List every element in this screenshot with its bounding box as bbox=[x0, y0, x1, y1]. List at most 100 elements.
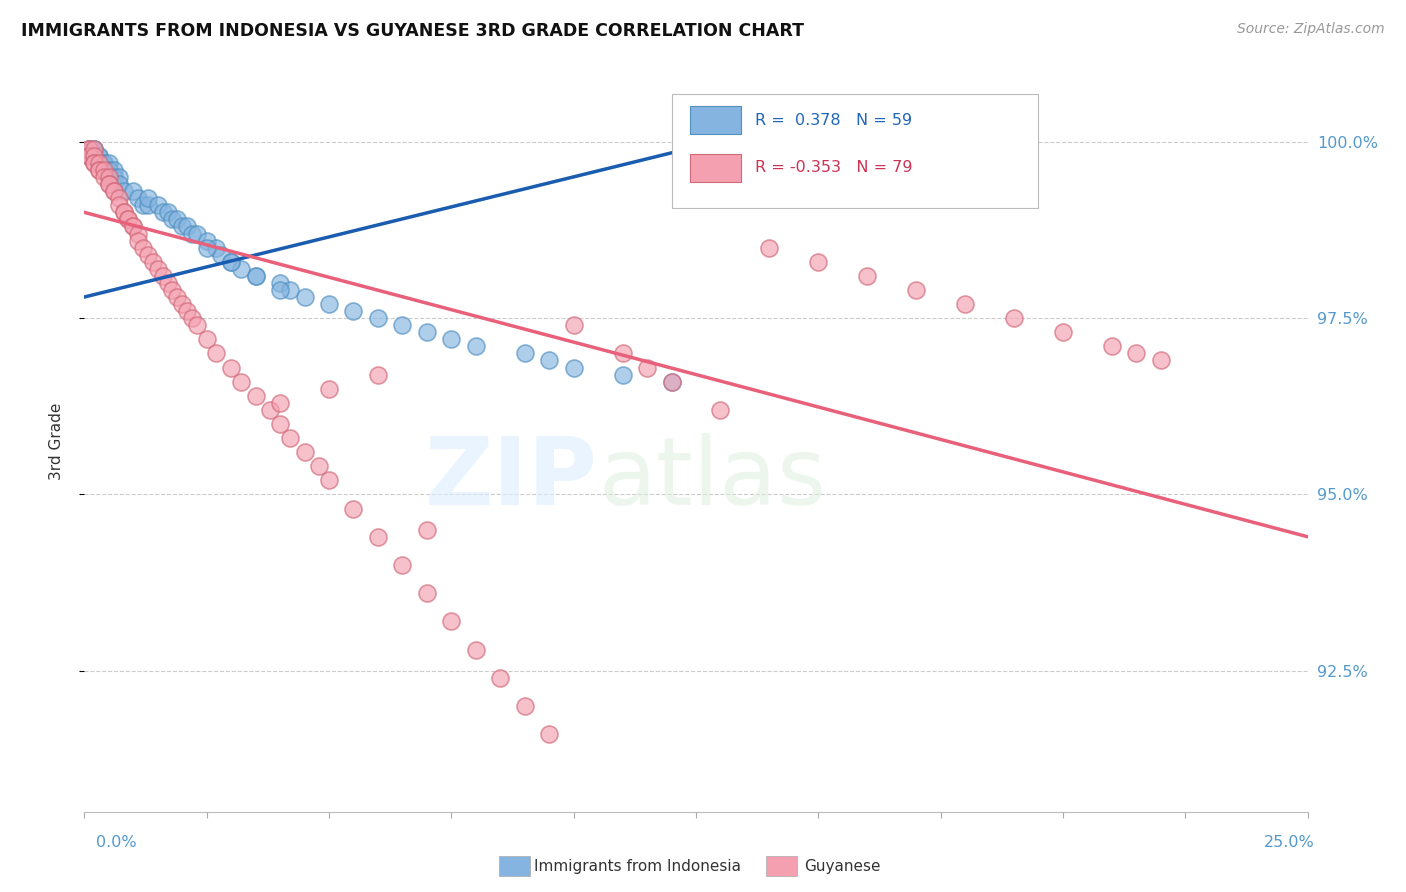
Text: atlas: atlas bbox=[598, 433, 827, 524]
Point bbox=[367, 368, 389, 382]
Point bbox=[152, 268, 174, 283]
Point bbox=[219, 254, 242, 268]
Point bbox=[758, 241, 780, 255]
Point bbox=[205, 241, 228, 255]
Point bbox=[152, 205, 174, 219]
Point bbox=[83, 149, 105, 163]
Point bbox=[87, 156, 110, 170]
Point bbox=[103, 163, 125, 178]
Point bbox=[195, 332, 218, 346]
Point bbox=[278, 283, 301, 297]
Bar bbox=[690, 106, 741, 135]
Point bbox=[93, 156, 115, 170]
Point bbox=[219, 254, 242, 268]
Text: R =  0.378   N = 59: R = 0.378 N = 59 bbox=[755, 112, 912, 128]
Point bbox=[181, 227, 204, 241]
Point bbox=[77, 142, 100, 156]
Point bbox=[259, 402, 281, 417]
Point bbox=[83, 156, 105, 170]
Point bbox=[416, 325, 439, 339]
Point bbox=[416, 586, 439, 600]
Point bbox=[269, 396, 291, 410]
Point bbox=[122, 184, 145, 198]
Point bbox=[245, 389, 267, 403]
Point bbox=[117, 212, 139, 227]
Point bbox=[97, 170, 120, 185]
Point bbox=[83, 142, 105, 156]
Point bbox=[166, 212, 188, 227]
Point bbox=[219, 360, 242, 375]
Point bbox=[269, 417, 291, 431]
Point bbox=[117, 212, 139, 227]
Point bbox=[93, 156, 115, 170]
Point bbox=[489, 671, 512, 685]
Point bbox=[83, 156, 105, 170]
Text: Immigrants from Indonesia: Immigrants from Indonesia bbox=[534, 859, 741, 873]
Point bbox=[367, 530, 389, 544]
Point bbox=[294, 290, 316, 304]
Point bbox=[97, 163, 120, 178]
Point bbox=[127, 227, 149, 241]
Point bbox=[172, 297, 194, 311]
Point bbox=[166, 290, 188, 304]
Point bbox=[709, 402, 731, 417]
Point bbox=[122, 219, 145, 234]
Point bbox=[1150, 353, 1173, 368]
Point bbox=[107, 191, 129, 205]
Point bbox=[127, 234, 149, 248]
Point bbox=[162, 212, 184, 227]
Point bbox=[146, 198, 169, 212]
Point bbox=[93, 170, 115, 185]
Point bbox=[122, 219, 145, 234]
Point bbox=[538, 727, 561, 741]
Point bbox=[83, 142, 105, 156]
Point bbox=[1052, 325, 1074, 339]
Point bbox=[77, 142, 100, 156]
Point bbox=[1002, 311, 1025, 326]
Point bbox=[136, 198, 159, 212]
Point bbox=[176, 304, 198, 318]
FancyBboxPatch shape bbox=[672, 94, 1039, 209]
Point bbox=[83, 149, 105, 163]
Point bbox=[146, 261, 169, 276]
Text: ZIP: ZIP bbox=[425, 433, 598, 524]
Point bbox=[278, 431, 301, 445]
Point bbox=[83, 142, 105, 156]
Point bbox=[156, 205, 179, 219]
Point bbox=[513, 698, 536, 713]
Text: IMMIGRANTS FROM INDONESIA VS GUYANESE 3RD GRADE CORRELATION CHART: IMMIGRANTS FROM INDONESIA VS GUYANESE 3R… bbox=[21, 22, 804, 40]
Point bbox=[195, 234, 218, 248]
Point bbox=[612, 368, 634, 382]
Point bbox=[1101, 339, 1123, 353]
Point bbox=[562, 360, 585, 375]
Point bbox=[87, 149, 110, 163]
Point bbox=[132, 241, 155, 255]
Point bbox=[229, 261, 252, 276]
Text: 25.0%: 25.0% bbox=[1264, 836, 1315, 850]
Point bbox=[186, 318, 208, 333]
Point bbox=[156, 276, 179, 290]
Point bbox=[83, 149, 105, 163]
Point bbox=[77, 149, 100, 163]
Point bbox=[807, 254, 830, 268]
Point bbox=[127, 191, 149, 205]
Point bbox=[172, 219, 194, 234]
Point bbox=[112, 205, 135, 219]
Point bbox=[269, 276, 291, 290]
Point bbox=[636, 360, 658, 375]
Point bbox=[953, 297, 976, 311]
Point bbox=[195, 241, 218, 255]
Point bbox=[107, 177, 129, 191]
Point bbox=[342, 501, 364, 516]
Point bbox=[77, 149, 100, 163]
Point bbox=[103, 184, 125, 198]
Point bbox=[77, 149, 100, 163]
Point bbox=[391, 318, 413, 333]
Point bbox=[87, 163, 110, 178]
Point bbox=[342, 304, 364, 318]
Point bbox=[661, 375, 683, 389]
Point bbox=[97, 156, 120, 170]
Text: 0.0%: 0.0% bbox=[96, 836, 136, 850]
Point bbox=[367, 311, 389, 326]
Point bbox=[538, 353, 561, 368]
